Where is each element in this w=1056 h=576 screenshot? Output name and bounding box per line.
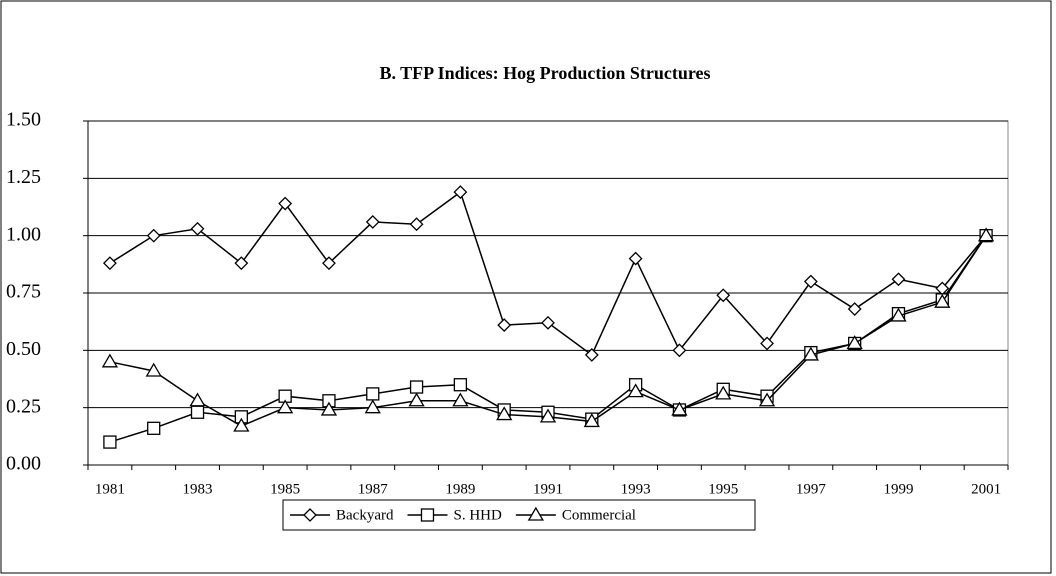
y-tick-label: 1.50 [6,109,41,131]
marker [803,274,818,289]
marker [671,401,688,416]
legend-label: S. HHD [453,507,502,523]
marker [934,293,951,308]
marker [497,318,512,333]
marker [366,387,380,401]
y-tick-label: 0.00 [6,453,41,475]
marker [420,508,435,522]
marker [539,408,557,423]
marker [278,196,293,211]
marker [189,392,206,407]
legend-label: Commercial [562,507,636,523]
marker [715,385,732,400]
marker [320,401,338,416]
chart-title: B. TFP Indices: Hog Production Structure… [379,63,710,83]
y-tick-label: 1.00 [6,223,41,245]
x-tick-label: 1999 [883,481,913,497]
marker [103,435,117,449]
y-tick-label: 0.50 [6,338,41,360]
marker [977,227,995,242]
x-tick-label: 1997 [796,481,827,497]
marker [102,256,117,271]
marker [452,392,469,407]
marker [146,228,161,243]
marker [233,417,250,432]
x-tick-label: 1987 [358,481,389,497]
marker [583,413,600,428]
marker [891,272,906,287]
marker [147,421,161,435]
marker [190,405,205,419]
marker [322,256,336,271]
marker [846,335,863,350]
marker [847,302,862,316]
marker [365,214,380,229]
marker [101,353,119,368]
marker [453,378,468,392]
marker [190,221,205,236]
x-tick-label: 1981 [95,481,125,497]
x-tick-label: 1993 [621,481,651,497]
marker [409,217,424,232]
y-tick-label: 1.25 [6,166,41,188]
marker [409,380,424,394]
x-tick-label: 1991 [533,481,563,497]
marker [716,288,731,303]
x-tick-label: 1989 [445,481,475,497]
x-tick-label: 1995 [708,481,738,497]
marker [760,336,774,351]
marker [527,506,544,521]
marker [408,392,425,407]
y-tick-label: 0.25 [6,395,41,417]
marker [672,343,687,358]
x-tick-label: 1983 [183,481,213,497]
marker [303,508,317,522]
marker [453,185,468,200]
y-tick-label: 0.75 [6,281,41,303]
marker [364,399,381,414]
marker [890,307,907,322]
marker [234,256,249,271]
marker [277,399,294,414]
marker [627,383,644,398]
marker [802,346,819,361]
marker [496,406,513,421]
x-tick-label: 2001 [971,481,1001,497]
x-tick-label: 1985 [270,481,300,497]
marker [145,362,162,377]
marker [758,392,776,407]
marker [584,348,599,362]
marker [541,315,555,330]
marker [628,251,643,266]
legend-label: Backyard [336,507,394,523]
